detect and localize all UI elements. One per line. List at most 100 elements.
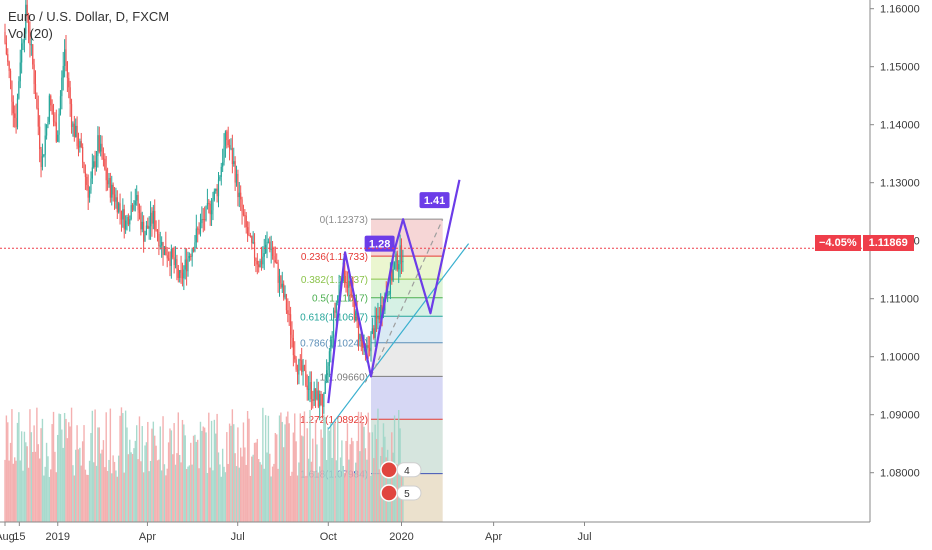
volume-bar [244, 447, 246, 522]
volume-bar [40, 428, 42, 522]
volume-bar [15, 460, 17, 522]
volume-bar [277, 468, 279, 522]
fib-level-label: 1(1.09660) [320, 372, 368, 383]
volume-bar [198, 468, 200, 522]
fib-band [371, 279, 443, 298]
candle-body [245, 215, 247, 228]
candle-body [44, 135, 46, 155]
y-tick-label: 1.10000 [880, 352, 920, 364]
volume-bar [88, 460, 91, 522]
volume-bar [239, 447, 242, 522]
candle-body [235, 173, 238, 183]
candle-body [170, 248, 172, 266]
candle-body [176, 259, 178, 269]
candle-body [338, 285, 340, 296]
candle-body [52, 114, 55, 122]
volume-bar [61, 429, 63, 522]
candle-body [18, 81, 20, 99]
symbol-title[interactable]: Euro / U.S. Dollar, D, FXCM [8, 9, 170, 24]
candle-body [244, 214, 246, 216]
volume-bar [162, 416, 164, 522]
volume-bar [108, 459, 110, 522]
candle-body [377, 316, 379, 319]
candle-body [79, 141, 81, 148]
volume-bar [47, 456, 49, 522]
volume-bar [366, 459, 368, 522]
candle-body [227, 140, 229, 146]
volume-bar [178, 454, 181, 522]
candle-body [228, 145, 231, 149]
candle-body [154, 210, 156, 230]
event-count-label: 5 [404, 489, 410, 500]
volume-bar [172, 454, 174, 522]
volume-bar [201, 430, 203, 522]
candle-body [5, 42, 7, 55]
fib-band [371, 256, 443, 280]
volume-bar [126, 427, 128, 522]
candle-body [241, 199, 243, 213]
volume-bar [76, 425, 78, 522]
candle-body [172, 248, 174, 258]
candle-body [287, 310, 289, 314]
candle-body [224, 131, 227, 146]
volume-bar [319, 466, 321, 522]
volume-bar [154, 435, 156, 522]
candle-body [36, 98, 38, 109]
volume-bar [309, 409, 311, 522]
candle-body [12, 101, 14, 114]
volume-bar [83, 425, 85, 522]
candle-body [190, 256, 192, 258]
volume-bar [70, 407, 73, 522]
volume-bar [353, 473, 356, 522]
volume-bar [281, 421, 283, 522]
volume-bar [127, 454, 130, 522]
candle-body [393, 262, 396, 269]
volume-bar [325, 459, 328, 522]
x-tick-label: Oct [320, 531, 337, 543]
volume-bar [115, 470, 117, 522]
candle-body [313, 388, 315, 401]
volume-bar [36, 407, 38, 522]
y-tick-label: 1.08000 [880, 468, 920, 480]
volume-bar [295, 441, 297, 522]
volume-bar [27, 467, 30, 522]
candle-body [131, 205, 134, 210]
volume-bar [355, 462, 357, 522]
candle-body [219, 176, 221, 180]
candle-body [192, 249, 195, 252]
volume-bar [91, 410, 94, 522]
volume-bar [282, 447, 285, 522]
volume-bar [292, 432, 295, 522]
volume-bar [237, 427, 239, 522]
candle-body [277, 263, 279, 283]
candle-body [16, 98, 19, 128]
volume-bar [122, 413, 124, 522]
volume-legend[interactable]: Vol (20) [8, 26, 53, 41]
candle-body [220, 166, 222, 177]
candle-body [180, 270, 182, 273]
candle-body [323, 393, 325, 407]
volume-bar [273, 463, 275, 522]
volume-bar [373, 458, 375, 522]
x-tick-label: Apr [485, 531, 502, 543]
candle-body [256, 260, 258, 265]
candle-body [41, 156, 44, 168]
volume-bar [56, 434, 59, 522]
volume-bar [327, 427, 329, 522]
candle-body [398, 264, 400, 270]
volume-bar [37, 444, 39, 522]
drawings[interactable]: 1.28 1.41 4 5 [0, 179, 870, 502]
volume-bar [95, 465, 98, 522]
volume-bar [230, 425, 232, 522]
volume-bars [4, 407, 404, 522]
volume-bar [305, 475, 307, 522]
candle-body [129, 219, 131, 225]
volume-bar [192, 435, 195, 522]
volume-bar [195, 441, 198, 522]
volume-bar [190, 442, 192, 522]
volume-bar [124, 410, 127, 522]
candle-body [373, 328, 375, 338]
volume-bar [206, 472, 209, 522]
